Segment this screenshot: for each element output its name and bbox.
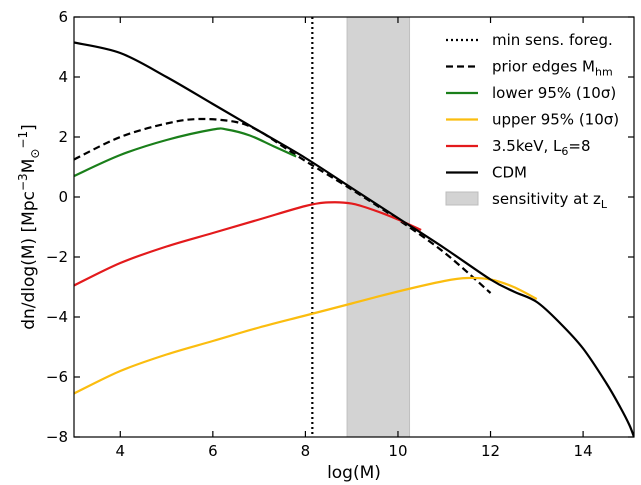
legend-label: prior edges Mhm: [492, 58, 613, 79]
y-tick-label: −8: [46, 428, 68, 446]
legend: min sens. foreg. prior edges Mhm lower 95%…: [445, 31, 619, 211]
y-tick-label: −6: [46, 368, 68, 386]
x-tick-label: 14: [574, 442, 593, 460]
y-tick-label: 0: [58, 188, 68, 206]
series-line-2: [74, 276, 538, 395]
x-tick-label: 12: [481, 442, 500, 460]
y-tick-label: −4: [46, 308, 68, 326]
series-line-1: [74, 127, 297, 178]
y-axis-label: dn/dlog(M) [Mpc−3M⊙−1]: [16, 124, 42, 330]
x-tick-label: 10: [388, 442, 407, 460]
legend-swatch: [445, 191, 479, 206]
legend-label: CDM: [492, 164, 527, 182]
x-axis-label: log(M): [327, 463, 381, 483]
y-tick-label: 6: [58, 8, 68, 26]
axes: 4 6 8 10 12 14 −8 −6 −4 −2 0 2 4 6: [46, 8, 635, 460]
legend-label: upper 95% (10σ): [492, 111, 619, 129]
y-tick-label: −2: [46, 248, 68, 266]
y-tick-label: 2: [58, 128, 68, 146]
sensitivity-band: [346, 17, 411, 437]
legend-label: 3.5keV, L6=8: [492, 137, 591, 158]
x-tick-label: 4: [116, 442, 126, 460]
series-line-3: [74, 201, 422, 287]
series-line-4: [74, 41, 634, 437]
x-tick-label: 8: [301, 442, 311, 460]
plot-clip-group: [74, 17, 634, 437]
legend-label: min sens. foreg.: [492, 31, 613, 49]
x-tick-label: 6: [208, 442, 218, 460]
plot-frame: [73, 16, 635, 438]
legend-label: lower 95% (10σ): [492, 84, 616, 102]
y-tick-label: 4: [58, 68, 68, 86]
legend-label: sensitivity at zL: [492, 190, 608, 211]
plot-area: [74, 17, 634, 437]
